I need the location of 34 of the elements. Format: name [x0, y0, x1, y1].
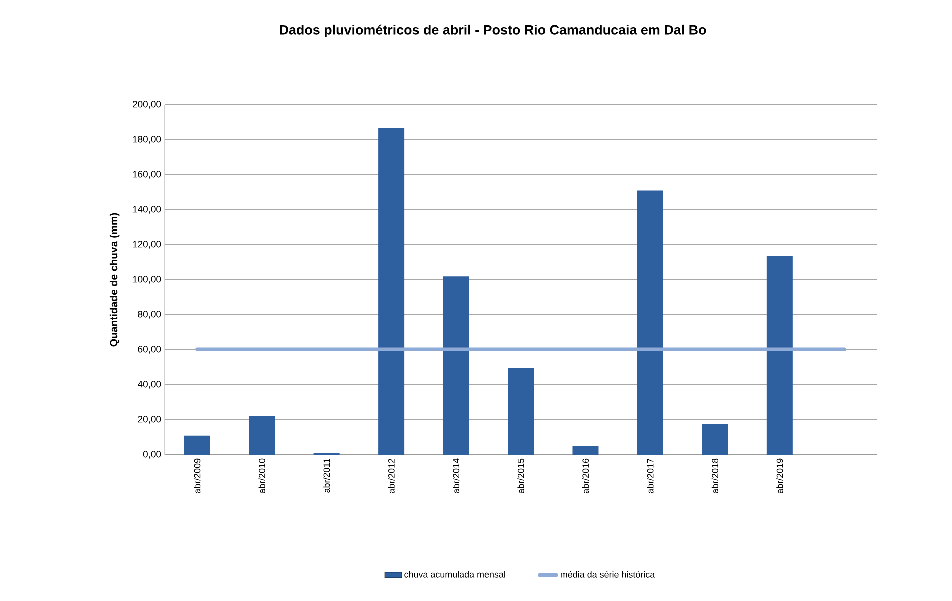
y-tick-label: 0,00 [143, 451, 162, 459]
y-tick-label: 40,00 [138, 381, 162, 389]
bar [508, 368, 534, 455]
chart-title: Dados pluviométricos de abril - Posto Rio Camanducaia em Dal Bo [280, 24, 706, 38]
x-tick-label: abr/2016 [582, 458, 590, 494]
bar [766, 256, 793, 455]
x-tick-label: abr/2014 [452, 458, 460, 494]
bar [443, 276, 470, 455]
x-tick-label: abr/2018 [712, 458, 718, 494]
y-tick-label: 200,00 [133, 101, 162, 109]
x-tick-label: abr/2015 [518, 458, 524, 494]
y-tick-label: 180,00 [133, 136, 162, 144]
y-tick-label: 140,00 [133, 206, 162, 214]
y-axis-title: Quantidade de chuva (mm) [110, 213, 120, 347]
y-tick-label: 100,00 [133, 276, 162, 284]
bar [378, 128, 405, 455]
y-tick-label: 60,00 [138, 346, 162, 354]
y-tick-label: 20,00 [138, 416, 162, 424]
bar [184, 436, 210, 455]
x-tick-label: abr/2009 [194, 458, 201, 494]
legend-label: média da série histórica [561, 571, 656, 578]
y-tick-label: 160,00 [133, 171, 162, 179]
bar [702, 424, 728, 455]
x-tick-label: abr/2019 [776, 458, 784, 494]
y-tick-label: 80,00 [138, 311, 162, 319]
x-tick-label: abr/2011 [324, 458, 330, 493]
bar [572, 446, 599, 455]
bar [637, 190, 664, 455]
bar [249, 416, 276, 455]
x-tick-label: abr/2017 [647, 458, 654, 494]
y-tick-label: 120,00 [133, 241, 162, 249]
legend-label: chuva acumulada mensal [404, 571, 506, 578]
x-tick-label: abr/2012 [388, 458, 395, 494]
x-tick-label: abr/2010 [258, 458, 266, 494]
